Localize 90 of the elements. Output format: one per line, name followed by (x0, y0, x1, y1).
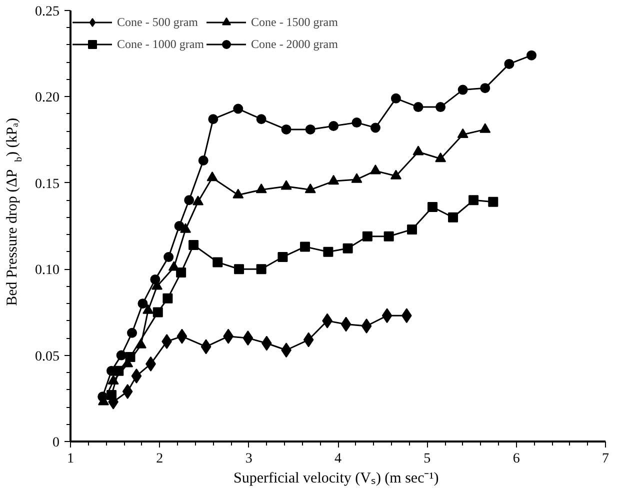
x-axis-title: Superficial velocity (Vₛ) (m sec⁻¹) (233, 470, 439, 486)
point (176, 268, 186, 278)
point (457, 128, 468, 138)
point (351, 173, 362, 183)
point (340, 316, 352, 332)
point (206, 171, 218, 182)
point (176, 328, 188, 344)
point (488, 196, 498, 207)
point (428, 202, 438, 212)
point (361, 318, 372, 334)
point (436, 102, 446, 112)
point (328, 174, 340, 185)
x-tick-label: 2 (156, 452, 164, 466)
x-tick-label: 3 (245, 452, 252, 466)
point (150, 274, 160, 284)
point (212, 257, 223, 268)
point (412, 146, 424, 156)
y-axis-title: Bed Pressure drop (ΔPb) (kPₐ) (4, 118, 24, 306)
point (184, 195, 194, 206)
point (390, 93, 401, 104)
point (435, 152, 446, 162)
point (200, 339, 212, 354)
point (278, 252, 288, 262)
point (256, 114, 266, 124)
x-tick-label: 5 (424, 452, 431, 466)
point (198, 155, 208, 166)
point (480, 83, 490, 94)
legend-label: Cone - 500 gram (117, 14, 198, 30)
point (232, 188, 244, 198)
point (342, 243, 353, 254)
legend-label: Cone - 1500 gram (250, 14, 338, 30)
legend-label: Cone - 1000 gram (117, 36, 204, 52)
point (152, 307, 163, 318)
y-tick-label: 0.15 (35, 176, 60, 192)
point (480, 123, 491, 133)
point (407, 224, 418, 234)
point (458, 84, 468, 95)
point (382, 308, 392, 324)
point (413, 102, 424, 112)
point (352, 118, 362, 128)
point (208, 114, 218, 124)
point (127, 328, 138, 338)
point (234, 264, 244, 274)
y-tick-label: 0.25 (35, 4, 60, 20)
point (188, 240, 199, 250)
point (168, 261, 180, 271)
point (142, 304, 154, 314)
point (448, 212, 458, 222)
point (390, 170, 402, 180)
point (303, 332, 314, 348)
point (180, 223, 192, 233)
point (281, 124, 292, 134)
point (192, 196, 204, 206)
point (116, 350, 126, 360)
point (256, 184, 267, 194)
point (468, 195, 479, 206)
point (162, 293, 173, 304)
point (242, 330, 254, 346)
x-tick-label: 1 (67, 452, 74, 466)
y-tick-label: 0.10 (35, 263, 60, 278)
point (256, 264, 266, 274)
point (504, 58, 514, 69)
point (135, 338, 146, 348)
point (98, 392, 108, 402)
point (233, 104, 244, 114)
point (305, 124, 316, 134)
point (122, 384, 133, 400)
point (138, 298, 148, 309)
point (174, 221, 184, 231)
y-tick-label: 0.20 (35, 90, 60, 106)
point (131, 368, 142, 384)
y-tick-label: 0.05 (35, 349, 60, 364)
point (362, 231, 372, 242)
x-tick-label: 7 (602, 452, 609, 466)
point (108, 374, 119, 385)
point (401, 308, 412, 324)
x-tick-label: 6 (512, 452, 520, 466)
point (370, 164, 381, 174)
point (300, 242, 310, 252)
point (323, 246, 334, 257)
point (526, 50, 536, 60)
point (280, 180, 292, 190)
point (384, 231, 394, 242)
point (164, 252, 174, 262)
legend-label: Cone - 2000 gram (250, 36, 338, 52)
point (328, 121, 339, 131)
point (370, 122, 380, 133)
x-tick-label: 4 (334, 452, 342, 466)
y-tick-label: 0 (52, 436, 60, 450)
point (304, 184, 316, 194)
